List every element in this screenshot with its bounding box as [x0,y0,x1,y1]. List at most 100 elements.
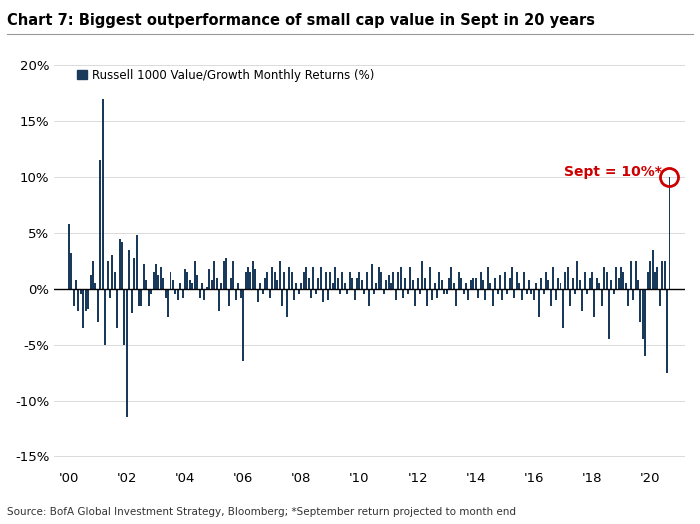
Bar [104,289,106,345]
Bar [153,272,155,289]
Bar [133,258,135,289]
Bar [433,283,435,289]
Bar [307,278,309,289]
Bar [569,289,571,305]
Bar [577,261,578,289]
Bar [637,280,639,289]
Bar [414,289,416,305]
Text: Sept = 10%*: Sept = 10%* [564,165,662,179]
Bar [88,289,89,309]
Bar [598,283,600,289]
Bar [337,278,339,289]
Bar [390,283,392,289]
Bar [666,289,668,373]
Bar [647,272,649,289]
Bar [557,278,559,289]
Bar [162,278,164,289]
Bar [550,289,552,305]
Bar [603,267,605,289]
Bar [131,289,133,313]
Bar [330,272,331,289]
Bar [244,272,246,289]
Bar [436,289,438,298]
Bar [475,278,477,289]
Bar [659,289,661,305]
Bar [356,278,358,289]
Bar [521,289,523,300]
Bar [506,289,508,294]
Bar [627,289,629,305]
Bar [455,289,457,305]
Bar [594,289,596,317]
Bar [489,283,491,289]
Bar [421,261,424,289]
Bar [271,267,273,289]
Bar [209,269,210,289]
Bar [325,272,326,289]
Bar [385,280,387,289]
Bar [281,289,283,305]
Bar [380,272,382,289]
Bar [199,289,201,298]
Bar [293,289,295,300]
Bar [664,261,666,289]
Bar [249,272,251,289]
Bar [80,289,82,294]
Bar [419,289,421,294]
Bar [295,283,298,289]
Bar [327,289,329,300]
Bar [114,272,116,289]
Bar [290,272,293,289]
Bar [242,289,244,362]
Bar [579,280,581,289]
Bar [288,267,290,289]
Bar [622,272,624,289]
Bar [402,289,404,298]
Bar [150,289,152,294]
Bar [155,264,157,289]
Bar [116,289,118,328]
Bar [465,283,467,289]
Bar [581,289,583,311]
Bar [630,261,631,289]
Bar [486,267,489,289]
Bar [191,283,193,289]
Bar [400,267,402,289]
Bar [451,267,452,289]
Bar [407,289,409,294]
Bar [370,264,372,289]
Bar [75,280,77,289]
Bar [639,289,641,322]
Bar [70,253,72,289]
Text: Chart 7: Biggest outperformance of small cap value in Sept in 20 years: Chart 7: Biggest outperformance of small… [7,13,595,28]
Bar [298,289,300,294]
Bar [365,272,368,289]
Bar [378,267,380,289]
Bar [257,289,259,302]
Bar [310,289,312,298]
Bar [83,289,84,328]
Bar [111,255,113,289]
Bar [547,280,550,289]
Bar [349,272,351,289]
Bar [237,283,239,289]
Bar [491,289,494,305]
Bar [269,289,271,298]
Bar [181,289,183,298]
Bar [494,278,496,289]
Bar [484,289,486,300]
Bar [501,289,503,300]
Bar [620,267,622,289]
Bar [482,280,484,289]
Bar [504,272,506,289]
Bar [545,272,547,289]
Bar [649,261,651,289]
Bar [254,269,256,289]
Bar [148,289,150,305]
Bar [662,261,663,289]
Bar [126,289,128,417]
Bar [240,289,241,298]
Bar [97,289,99,322]
Bar [172,280,174,289]
Bar [426,289,428,305]
